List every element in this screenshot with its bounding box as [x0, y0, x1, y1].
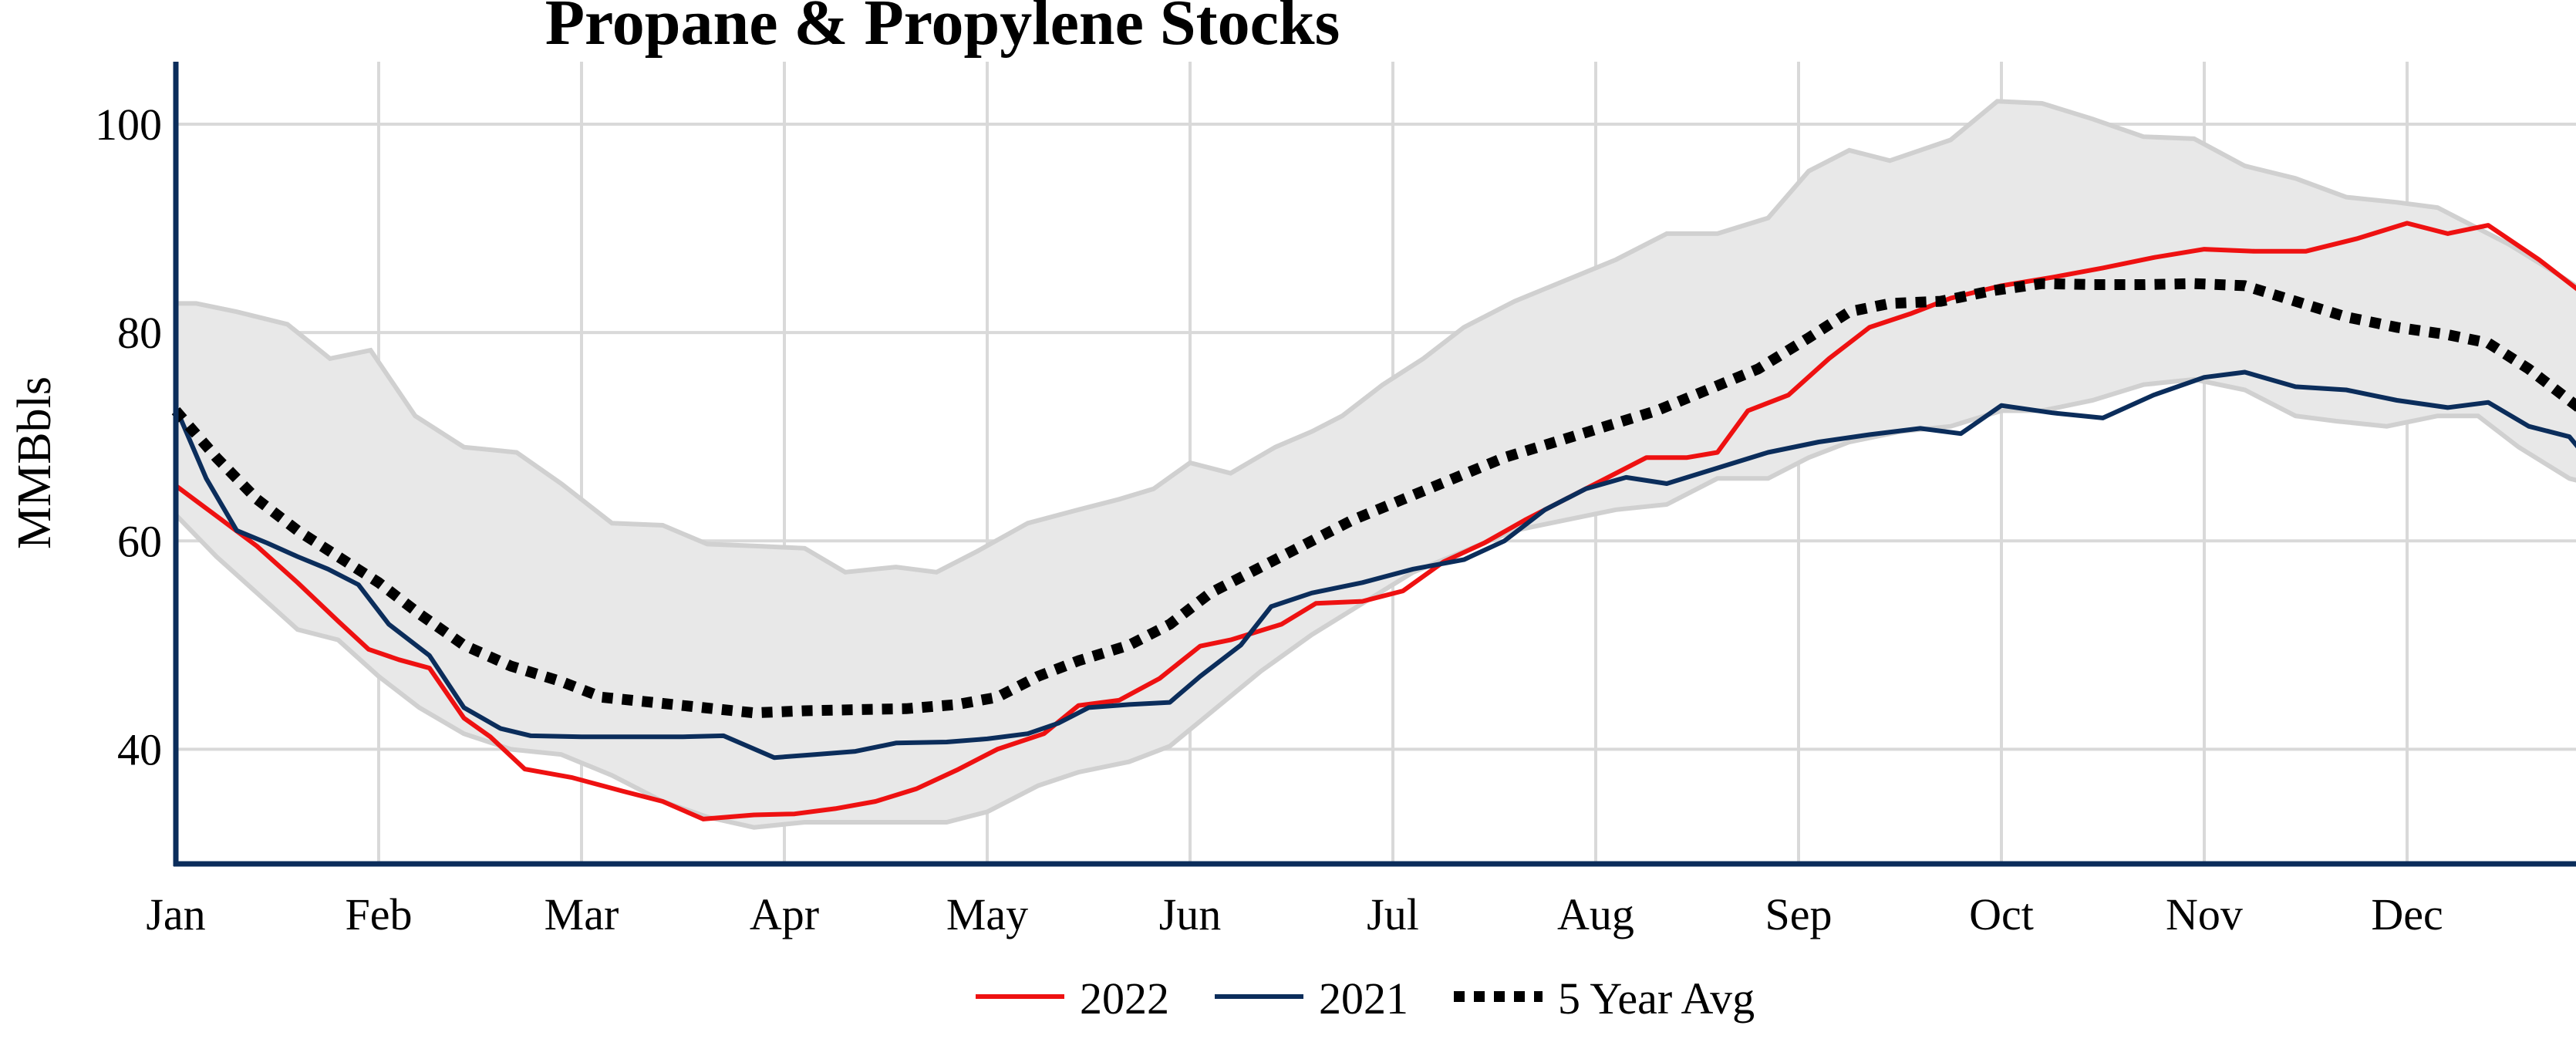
legend-label-2022: 2022 — [1080, 973, 1169, 1024]
range-band-upper-edge — [176, 99, 2576, 575]
x-tick-label-nov: Nov — [2166, 889, 2243, 939]
x-tick-label-apr: Apr — [750, 889, 819, 939]
y-tick-label-80: 80 — [117, 308, 162, 358]
series-2021-line — [174, 369, 2576, 761]
x-tick-label-dec: Dec — [2371, 889, 2443, 939]
x-tick-label-oct: Oct — [1969, 889, 2034, 939]
chart-title: Propane & Propylene Stocks — [545, 0, 1340, 59]
y-tick-label-40: 40 — [117, 724, 162, 774]
five-year-range-band — [174, 99, 2576, 830]
y-tick-label-60: 60 — [117, 516, 162, 566]
x-tick-label-jun: Jun — [1159, 889, 1222, 939]
x-tick-label-feb: Feb — [346, 889, 413, 939]
legend-label-2021: 2021 — [1319, 973, 1408, 1024]
tick-labels: 40 60 80 100 Jan Feb Mar Apr May Jun Jul Aug Sep Oct N… — [95, 100, 2443, 939]
legend-label-5-year-avg: 5 Year Avg — [1558, 973, 1755, 1024]
x-tick-label-jan: Jan — [146, 889, 205, 939]
x-tick-label-may: May — [946, 889, 1028, 939]
axes — [173, 62, 2576, 867]
y-tick-label-100: 100 — [95, 100, 162, 150]
series-2022-line — [174, 221, 2576, 821]
series-lines — [171, 221, 2576, 821]
y-axis-label: MMBbls — [8, 376, 61, 549]
x-tick-label-sep: Sep — [1765, 889, 1833, 939]
range-band-fill — [176, 101, 2576, 828]
legend: 2022 2021 5 Year Avg — [976, 973, 1755, 1024]
x-tick-label-jul: Jul — [1367, 889, 1419, 939]
x-tick-label-aug: Aug — [1557, 889, 1634, 939]
x-tick-label-mar: Mar — [545, 889, 619, 939]
